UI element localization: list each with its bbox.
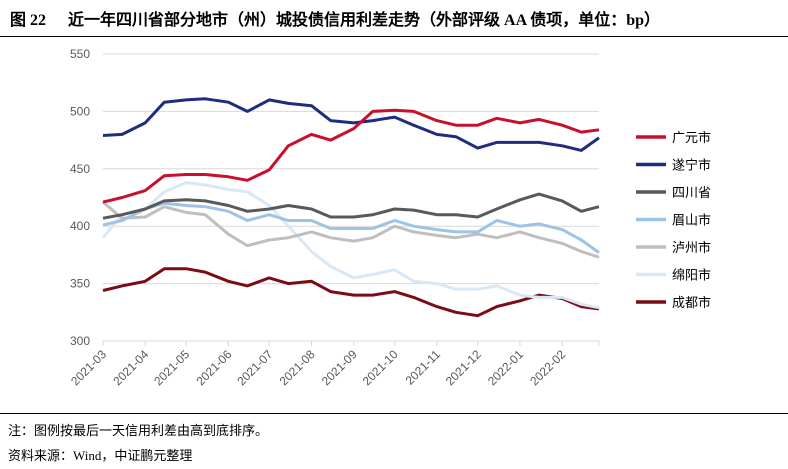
x-tick-label: 2021-04 <box>110 347 151 388</box>
x-tick-label: 2021-06 <box>193 347 234 388</box>
figure-title: 图 22 近一年四川省部分地市（州）城投债信用利差走势（外部评级 AA 债项，单位… <box>10 6 660 30</box>
y-tick-label: 500 <box>70 104 90 118</box>
x-tick-label: 2021-11 <box>403 347 444 388</box>
y-tick-label: 400 <box>70 219 90 233</box>
y-tick-label: 550 <box>70 47 90 61</box>
legend-label: 泸州市 <box>672 240 711 256</box>
series-line <box>102 201 600 254</box>
series-line <box>102 97 600 152</box>
legend-label: 遂宁市 <box>672 158 711 174</box>
title-rule <box>0 36 788 37</box>
x-tick-label: 2022-02 <box>527 347 568 388</box>
x-tick-label: 2022-01 <box>485 347 526 388</box>
x-tick-label: 2021-05 <box>151 347 192 388</box>
legend-label: 四川省 <box>672 186 711 201</box>
legend-label: 广元市 <box>672 130 711 146</box>
figure-title-text: 近一年四川省部分地市（州）城投债信用利差走势（外部评级 AA 债项，单位：bp） <box>68 12 661 29</box>
y-tick-label: 300 <box>70 334 90 348</box>
gridlines <box>103 53 599 285</box>
x-tick-label: 2021-08 <box>277 347 318 388</box>
x-tick-label: 2021-09 <box>319 347 360 388</box>
legend-label: 绵阳市 <box>672 268 711 284</box>
series-line <box>102 192 600 220</box>
y-tick-label: 350 <box>70 277 90 291</box>
legend-label: 眉山市 <box>672 213 711 229</box>
figure-number: 图 22 <box>10 12 47 29</box>
legend-label: 成都市 <box>672 295 711 311</box>
x-tick-label: 2021-07 <box>234 347 275 388</box>
series-line <box>101 181 600 310</box>
series-lines <box>101 97 600 318</box>
series-line <box>102 267 600 318</box>
chart-note: 注：图例按最后一天信用利差由高到底排序。 <box>8 423 269 438</box>
x-tick-label: 2021-10 <box>360 347 401 388</box>
series-line <box>102 200 600 259</box>
x-tick-label: 2021-12 <box>443 347 484 388</box>
data-source: 资料来源：Wind，中证鹏元整理 <box>8 448 193 463</box>
x-axis: 2021-03 2021-04 2021-05 2021-06 2021-07 2021-… <box>68 340 600 388</box>
series-line <box>102 108 600 204</box>
notes-rule <box>0 413 788 414</box>
y-tick-label: 450 <box>70 162 90 176</box>
x-tick-label: 2021-03 <box>68 347 109 388</box>
y-axis: 300 350 400 450 500 550 <box>70 47 90 348</box>
